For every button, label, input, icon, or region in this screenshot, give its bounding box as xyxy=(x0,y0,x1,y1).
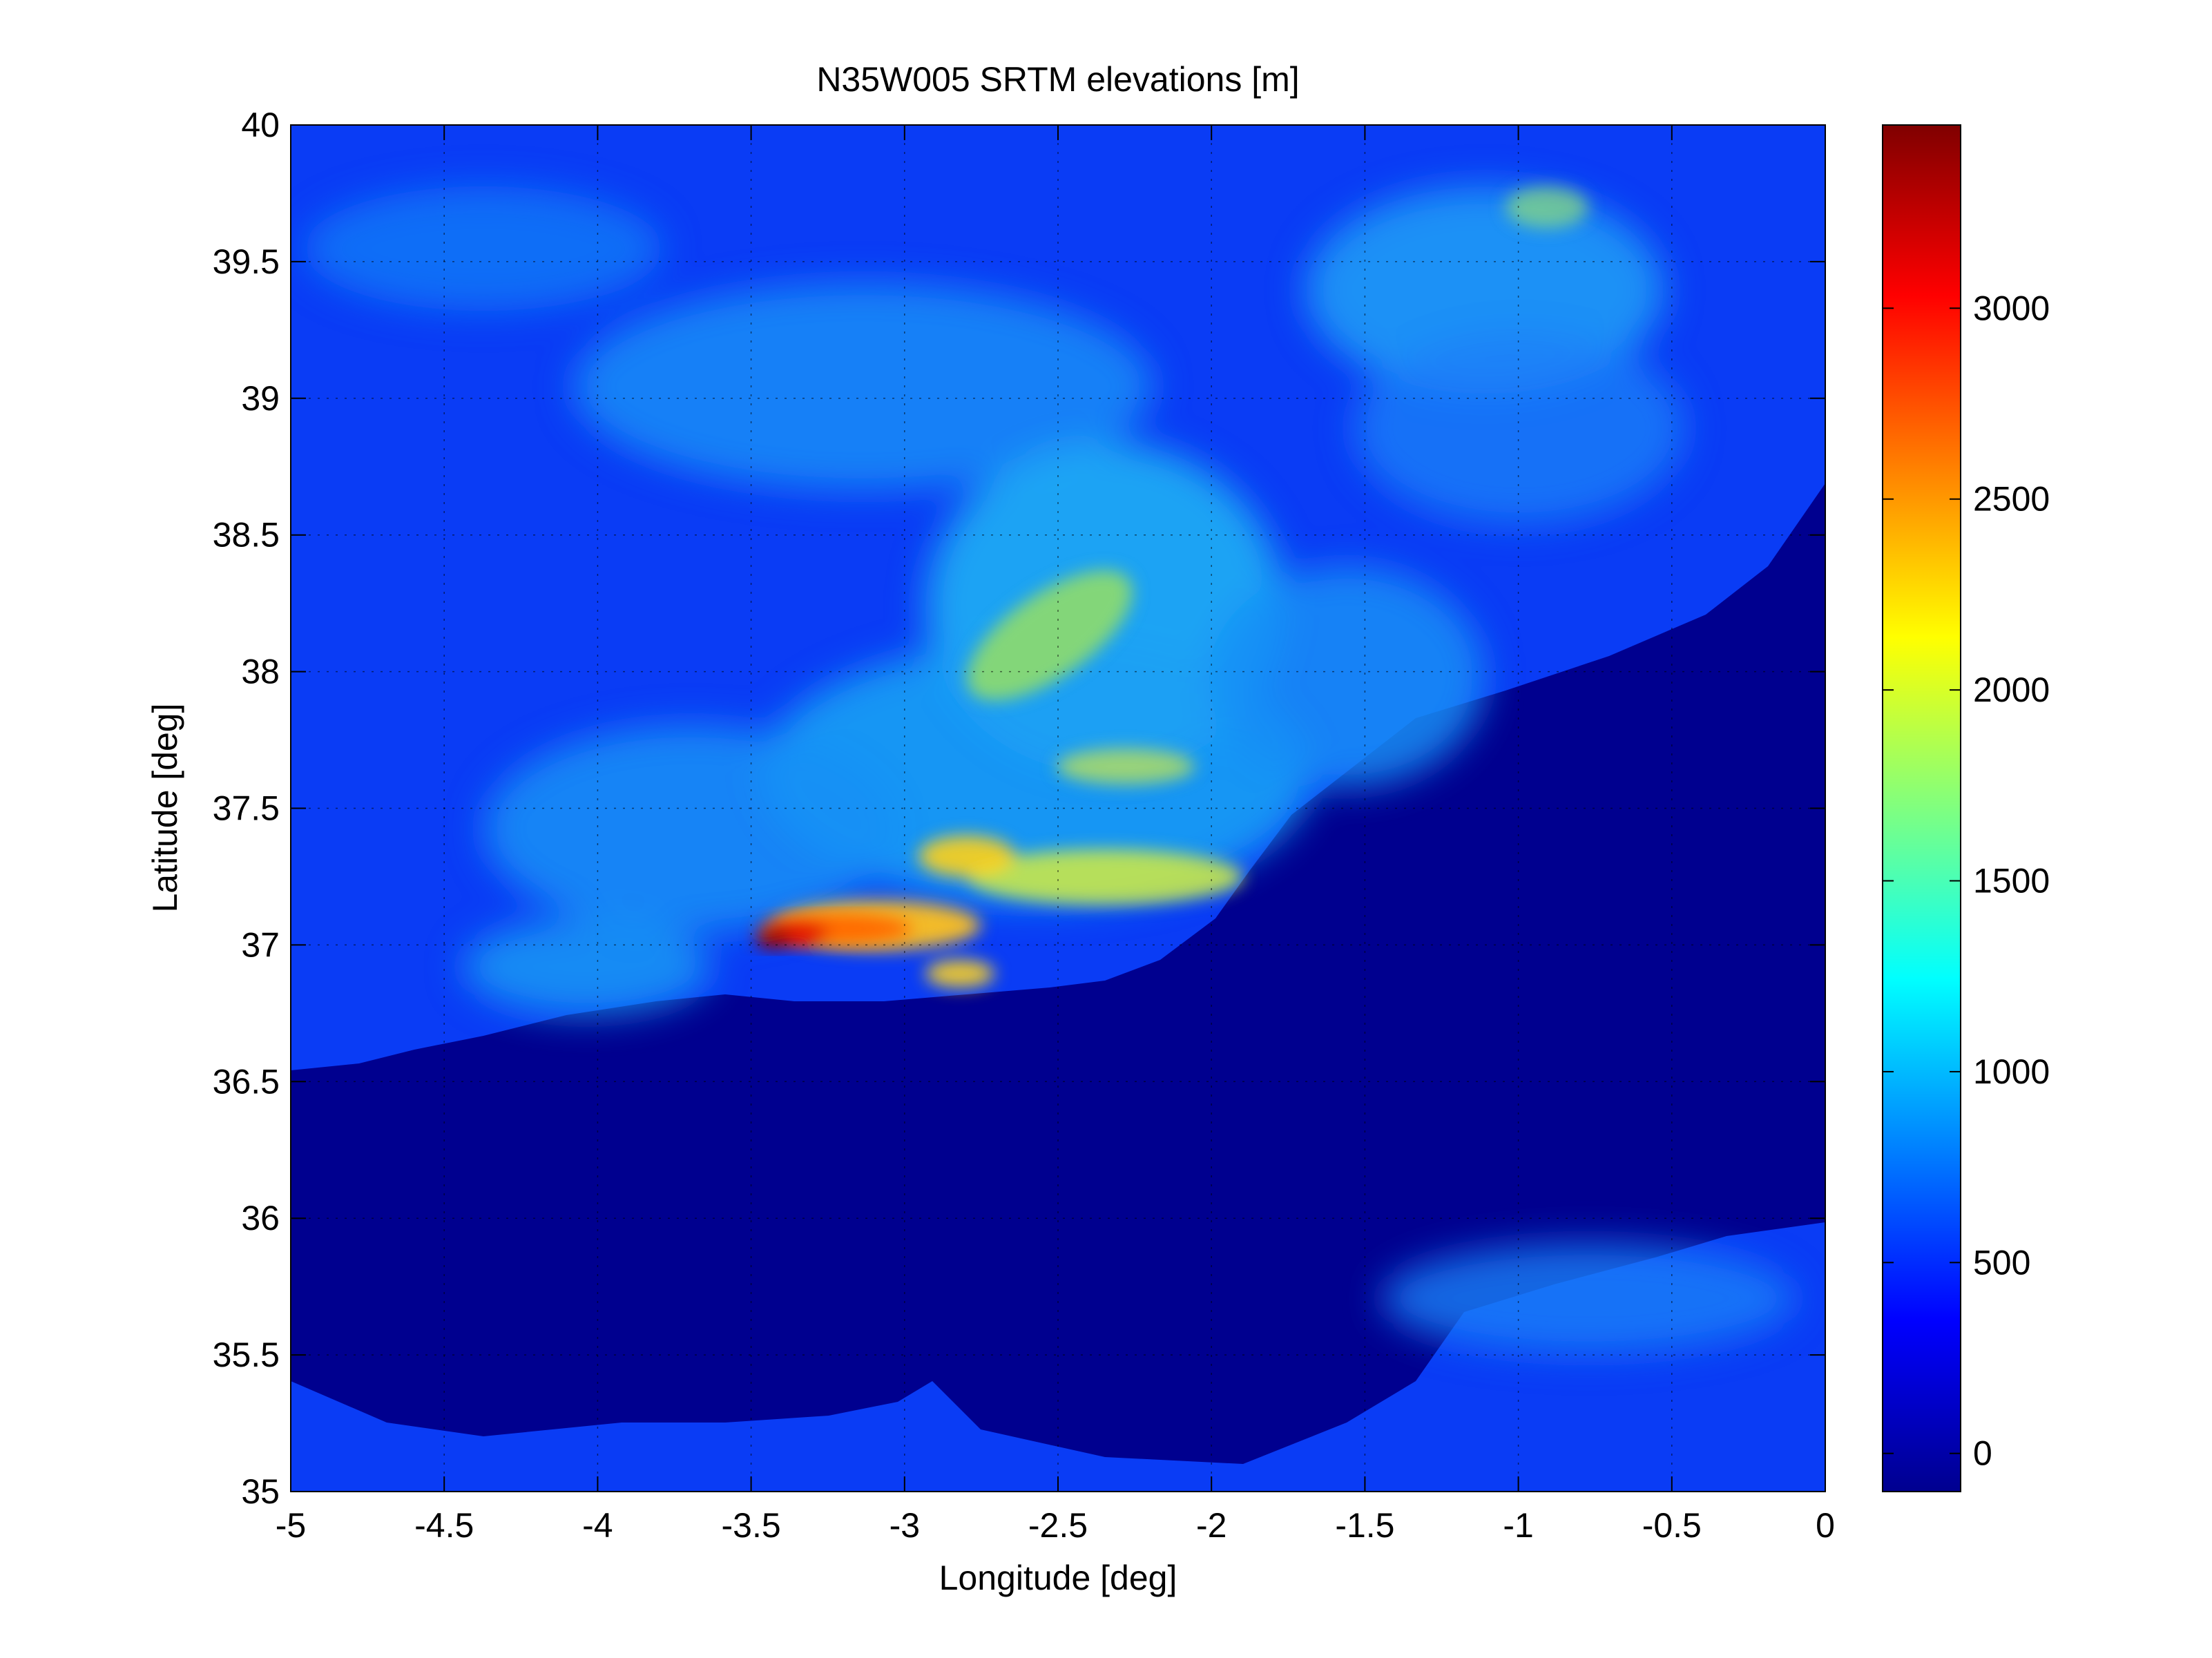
x-tick-label: -4.5 xyxy=(414,1506,474,1545)
y-tick-label: 37 xyxy=(241,925,280,964)
y-tick-label: 38.5 xyxy=(213,516,280,555)
x-axis-ticks: -5 -4.5 -4 -3.5 -3 -2.5 -2 -1.5 -1 -0.5 0 xyxy=(276,125,1835,1545)
x-tick-label: -1 xyxy=(1503,1506,1533,1545)
colorbar-tick-label: 1000 xyxy=(1973,1052,2050,1091)
x-tick-label: -4 xyxy=(582,1506,613,1545)
y-axis-label: Latitude [deg] xyxy=(146,703,184,912)
elevation-map xyxy=(291,125,1825,1492)
y-tick-label: 40 xyxy=(241,106,280,144)
x-tick-label: -5 xyxy=(276,1506,306,1545)
colorbar-tick-label: 500 xyxy=(1973,1243,2030,1282)
y-tick-label: 35.5 xyxy=(213,1336,280,1374)
x-tick-label: -1.5 xyxy=(1335,1506,1394,1545)
y-tick-label: 37.5 xyxy=(213,789,280,828)
colorbar-tick-label: 1500 xyxy=(1973,862,2050,900)
colorbar-tick-label: 2500 xyxy=(1973,480,2050,519)
x-tick-label: 0 xyxy=(1816,1506,1835,1545)
colorbar-tick-label: 3000 xyxy=(1973,289,2050,327)
y-tick-label: 36.5 xyxy=(213,1062,280,1101)
plot-grid xyxy=(291,125,1825,1492)
x-tick-label: -2.5 xyxy=(1028,1506,1088,1545)
x-tick-label: -2 xyxy=(1196,1506,1227,1545)
y-tick-label: 39 xyxy=(241,379,280,418)
colorbar-tick-label: 0 xyxy=(1973,1434,1992,1473)
africa-land xyxy=(291,1222,1825,1492)
y-tick-label: 38 xyxy=(241,653,280,691)
y-tick-label: 39.5 xyxy=(213,242,280,281)
y-tick-label: 35 xyxy=(241,1472,280,1511)
x-tick-label: -3 xyxy=(889,1506,920,1545)
x-tick-label: -0.5 xyxy=(1642,1506,1702,1545)
colorbar-tick-label: 2000 xyxy=(1973,671,2050,709)
x-axis-label: Longitude [deg] xyxy=(939,1559,1177,1597)
chart-title: N35W005 SRTM elevations [m] xyxy=(816,60,1299,99)
y-axis-ticks: 35 35.5 36 36.5 37 37.5 38 38.5 39 39.5 40 xyxy=(213,106,1825,1511)
colorbar xyxy=(1882,124,1961,1492)
colorbar-ticks: 0 500 1000 1500 2000 2500 3000 xyxy=(1883,289,2050,1473)
x-tick-label: -3.5 xyxy=(722,1506,781,1545)
sierra-nevada xyxy=(756,914,912,949)
y-tick-label: 36 xyxy=(241,1199,280,1237)
